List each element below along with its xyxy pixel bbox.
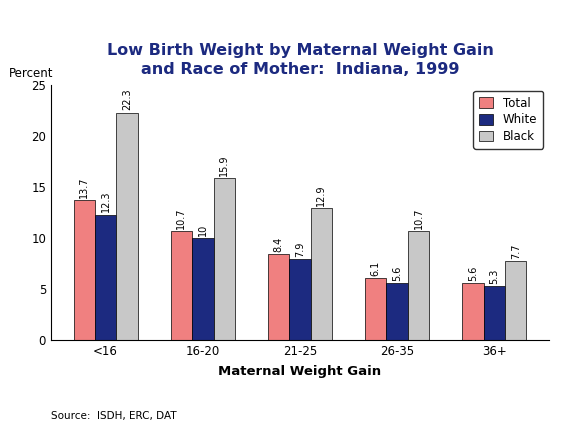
Bar — [74, 200, 95, 340]
Text: 5.6: 5.6 — [468, 266, 478, 281]
Bar — [192, 238, 213, 340]
Text: 5.6: 5.6 — [392, 266, 402, 281]
Text: 12.9: 12.9 — [316, 185, 327, 207]
Bar — [171, 231, 192, 340]
Text: 6.1: 6.1 — [371, 261, 381, 276]
Text: 10: 10 — [198, 224, 208, 236]
Bar — [365, 278, 387, 340]
Legend: Total, White, Black: Total, White, Black — [473, 91, 543, 149]
Text: 7.9: 7.9 — [295, 242, 305, 258]
X-axis label: Maternal Weight Gain: Maternal Weight Gain — [218, 365, 381, 378]
Bar — [311, 208, 332, 340]
Bar — [408, 231, 429, 340]
Text: 22.3: 22.3 — [122, 89, 132, 111]
Text: 7.7: 7.7 — [511, 244, 521, 259]
Text: 12.3: 12.3 — [101, 191, 110, 212]
Bar — [483, 286, 505, 340]
Bar — [387, 283, 408, 340]
Text: 15.9: 15.9 — [219, 154, 229, 176]
Bar — [95, 215, 117, 340]
Title: Low Birth Weight by Maternal Weight Gain
and Race of Mother:  Indiana, 1999: Low Birth Weight by Maternal Weight Gain… — [106, 43, 494, 77]
Text: 13.7: 13.7 — [79, 177, 89, 198]
Text: Percent: Percent — [8, 67, 53, 80]
Bar — [462, 283, 483, 340]
Text: Source:  ISDH, ERC, DAT: Source: ISDH, ERC, DAT — [51, 411, 177, 421]
Bar — [289, 259, 311, 340]
Text: 8.4: 8.4 — [273, 237, 284, 252]
Bar — [268, 254, 289, 340]
Text: 5.3: 5.3 — [490, 269, 499, 284]
Bar — [117, 113, 138, 340]
Bar — [213, 178, 235, 340]
Bar — [505, 261, 526, 340]
Text: 10.7: 10.7 — [177, 207, 186, 229]
Text: 10.7: 10.7 — [414, 207, 423, 229]
